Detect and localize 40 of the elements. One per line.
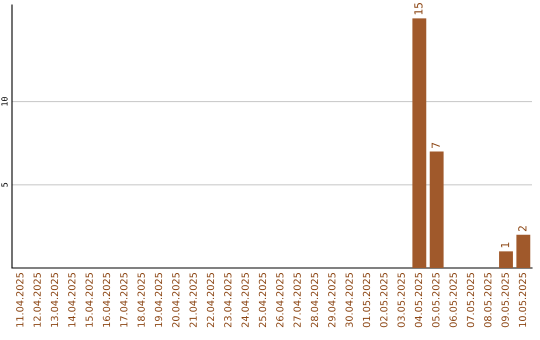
x-tick-label: 01.05.2025 <box>362 273 370 328</box>
x-tick-label: 15.04.2025 <box>85 273 93 327</box>
x-tick-label: 17.04.2025 <box>120 273 128 327</box>
bar <box>516 234 530 268</box>
x-tick-label: 24.04.2025 <box>241 273 249 328</box>
x-tick-label: 26.04.2025 <box>276 273 284 328</box>
data-label: 2 <box>518 226 526 232</box>
x-tick-label: 04.05.2025 <box>414 273 422 328</box>
x-tick-label: 27.04.2025 <box>293 273 301 328</box>
bar <box>430 151 444 268</box>
x-tick-label: 11.04.2025 <box>16 273 24 327</box>
bar <box>499 251 513 268</box>
y-tick-label: 10 <box>1 97 8 106</box>
x-tick-label: 10.05.2025 <box>518 273 526 327</box>
x-tick-label: 28.04.2025 <box>310 273 318 328</box>
data-label: 15 <box>414 3 423 14</box>
x-tick-label: 13.04.2025 <box>50 273 58 327</box>
x-tick-label: 21.04.2025 <box>189 273 197 328</box>
x-tick-label: 22.04.2025 <box>206 273 214 328</box>
x-tick-label: 30.04.2025 <box>345 273 353 328</box>
x-tick-label: 25.04.2025 <box>258 273 266 328</box>
x-tick-label: 29.04.2025 <box>328 273 336 328</box>
data-label: 7 <box>432 142 440 148</box>
data-label: 1 <box>500 242 510 248</box>
x-tick-label: 07.05.2025 <box>466 273 474 328</box>
x-tick-label: 06.05.2025 <box>449 273 457 328</box>
x-tick-label: 16.04.2025 <box>102 273 110 327</box>
x-tick-label: 23.04.2025 <box>224 273 232 328</box>
bar <box>412 18 426 268</box>
x-tick-label: 12.04.2025 <box>33 273 41 327</box>
x-tick-label: 09.05.2025 <box>501 273 509 328</box>
x-tick-label: 02.05.2025 <box>380 273 388 328</box>
x-tick-label: 03.05.2025 <box>397 273 405 328</box>
x-tick-label: 14.04.2025 <box>68 273 76 327</box>
x-tick-label: 18.04.2025 <box>137 273 145 327</box>
y-tick-label: 5 <box>1 182 8 187</box>
x-tick-label: 19.04.2025 <box>154 273 162 327</box>
x-tick-label: 20.04.2025 <box>172 273 180 328</box>
x-tick-label: 08.05.2025 <box>484 273 492 328</box>
x-tick-label: 05.05.2025 <box>432 273 440 328</box>
